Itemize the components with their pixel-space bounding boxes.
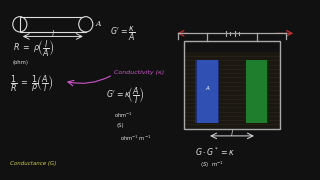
Bar	[197, 60, 218, 123]
Text: (ohm): (ohm)	[13, 60, 29, 65]
Text: (S): (S)	[117, 123, 124, 129]
Bar	[184, 52, 280, 129]
Text: $R\ =\ \rho\!\left(\dfrac{l}{A}\right)$: $R\ =\ \rho\!\left(\dfrac{l}{A}\right)$	[13, 38, 55, 59]
Text: ohm$^{-1}$: ohm$^{-1}$	[114, 111, 132, 120]
Text: $\mathit{l}$: $\mathit{l}$	[51, 28, 55, 39]
Bar	[20, 17, 86, 32]
Text: $G' = \kappa\!\left(\dfrac{A}{l}\right)$: $G' = \kappa\!\left(\dfrac{A}{l}\right)$	[106, 85, 144, 106]
Bar	[195, 60, 219, 123]
Text: $G' = \dfrac{\kappa}{A}$: $G' = \dfrac{\kappa}{A}$	[110, 24, 136, 42]
Text: $\mathit{l}$: $\mathit{l}$	[230, 127, 234, 138]
Bar	[184, 41, 280, 129]
Text: A: A	[205, 86, 209, 91]
Text: $\dfrac{1}{R}\ =\ \dfrac{1}{\rho}\!\left(\dfrac{A}{l}\right)$: $\dfrac{1}{R}\ =\ \dfrac{1}{\rho}\!\left…	[10, 73, 53, 94]
Text: $G \cdot G^* = \kappa$: $G \cdot G^* = \kappa$	[195, 146, 235, 158]
Bar	[246, 60, 267, 123]
Text: ohm$^{-1}$ m$^{-1}$: ohm$^{-1}$ m$^{-1}$	[120, 134, 151, 143]
Text: Conductivity (κ): Conductivity (κ)	[114, 70, 164, 75]
Text: Conductance (G): Conductance (G)	[10, 161, 56, 166]
Text: $(S)$  m$^{-1}$: $(S)$ m$^{-1}$	[200, 159, 224, 170]
Ellipse shape	[79, 17, 93, 32]
Bar	[245, 60, 269, 123]
Text: A: A	[95, 20, 101, 28]
